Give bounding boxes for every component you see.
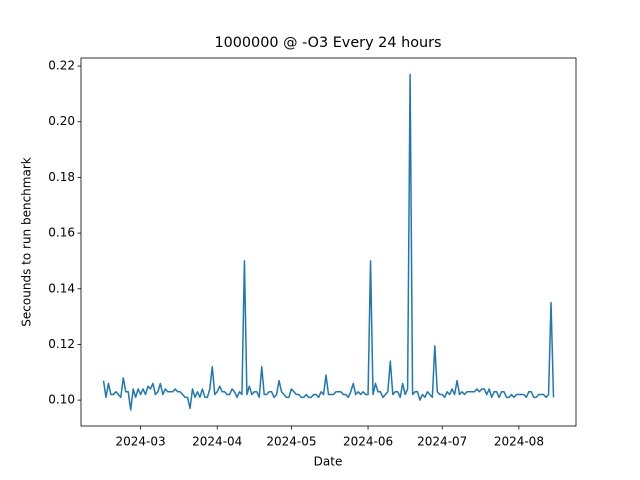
x-tick-label: 2024-03 <box>116 435 166 449</box>
chart-title: 1000000 @ -O3 Every 24 hours <box>214 35 441 51</box>
y-tick-label: 0.20 <box>48 114 75 128</box>
y-tick-label: 0.12 <box>48 337 75 351</box>
x-tick-label: 2024-08 <box>494 435 544 449</box>
y-tick-label: 0.18 <box>48 170 75 184</box>
x-tick-label: 2024-06 <box>343 435 393 449</box>
y-axis-label: Secounds to run benchmark <box>20 157 34 326</box>
x-axis-label: Date <box>314 455 343 469</box>
y-tick-label: 0.22 <box>48 59 75 73</box>
axes-frame <box>80 57 577 427</box>
x-tick-label: 2024-04 <box>192 435 242 449</box>
y-tick-label: 0.16 <box>48 226 75 240</box>
x-tick-label: 2024-05 <box>266 435 316 449</box>
x-tick-label: 2024-07 <box>417 435 467 449</box>
y-tick-label: 0.14 <box>48 281 75 295</box>
data-line <box>102 73 555 411</box>
y-tick-label: 0.10 <box>48 393 75 407</box>
